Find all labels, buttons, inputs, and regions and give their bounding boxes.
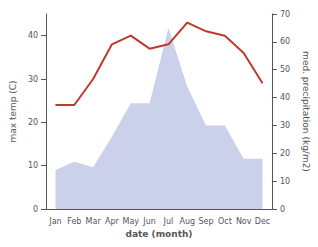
svg-text:50: 50	[280, 65, 290, 74]
svg-text:30: 30	[28, 75, 38, 84]
svg-text:Jun: Jun	[142, 217, 156, 226]
svg-text:max temp (C): max temp (C)	[8, 80, 18, 142]
svg-text:60: 60	[280, 37, 290, 46]
svg-text:Mar: Mar	[86, 217, 102, 226]
svg-text:Nov: Nov	[236, 217, 252, 226]
svg-text:20: 20	[28, 118, 38, 127]
svg-text:0: 0	[280, 205, 285, 214]
svg-text:Aug: Aug	[179, 217, 195, 226]
svg-text:Apr: Apr	[105, 217, 120, 226]
svg-text:0: 0	[33, 205, 38, 214]
svg-text:Oct: Oct	[218, 217, 232, 226]
svg-text:Jul: Jul	[163, 217, 174, 226]
svg-text:40: 40	[280, 93, 290, 102]
svg-text:med. precipitation (kg/m2): med. precipitation (kg/m2)	[301, 51, 311, 172]
svg-text:40: 40	[28, 31, 38, 40]
svg-text:20: 20	[280, 149, 290, 158]
svg-text:10: 10	[28, 161, 38, 170]
svg-text:Jan: Jan	[48, 217, 61, 226]
svg-text:date (month): date (month)	[126, 229, 193, 239]
svg-text:May: May	[122, 217, 139, 226]
svg-text:Sep: Sep	[199, 217, 214, 226]
svg-text:30: 30	[280, 121, 290, 130]
svg-text:Feb: Feb	[67, 217, 81, 226]
svg-text:10: 10	[280, 177, 290, 186]
svg-text:70: 70	[280, 10, 290, 19]
svg-text:Dec: Dec	[255, 217, 270, 226]
